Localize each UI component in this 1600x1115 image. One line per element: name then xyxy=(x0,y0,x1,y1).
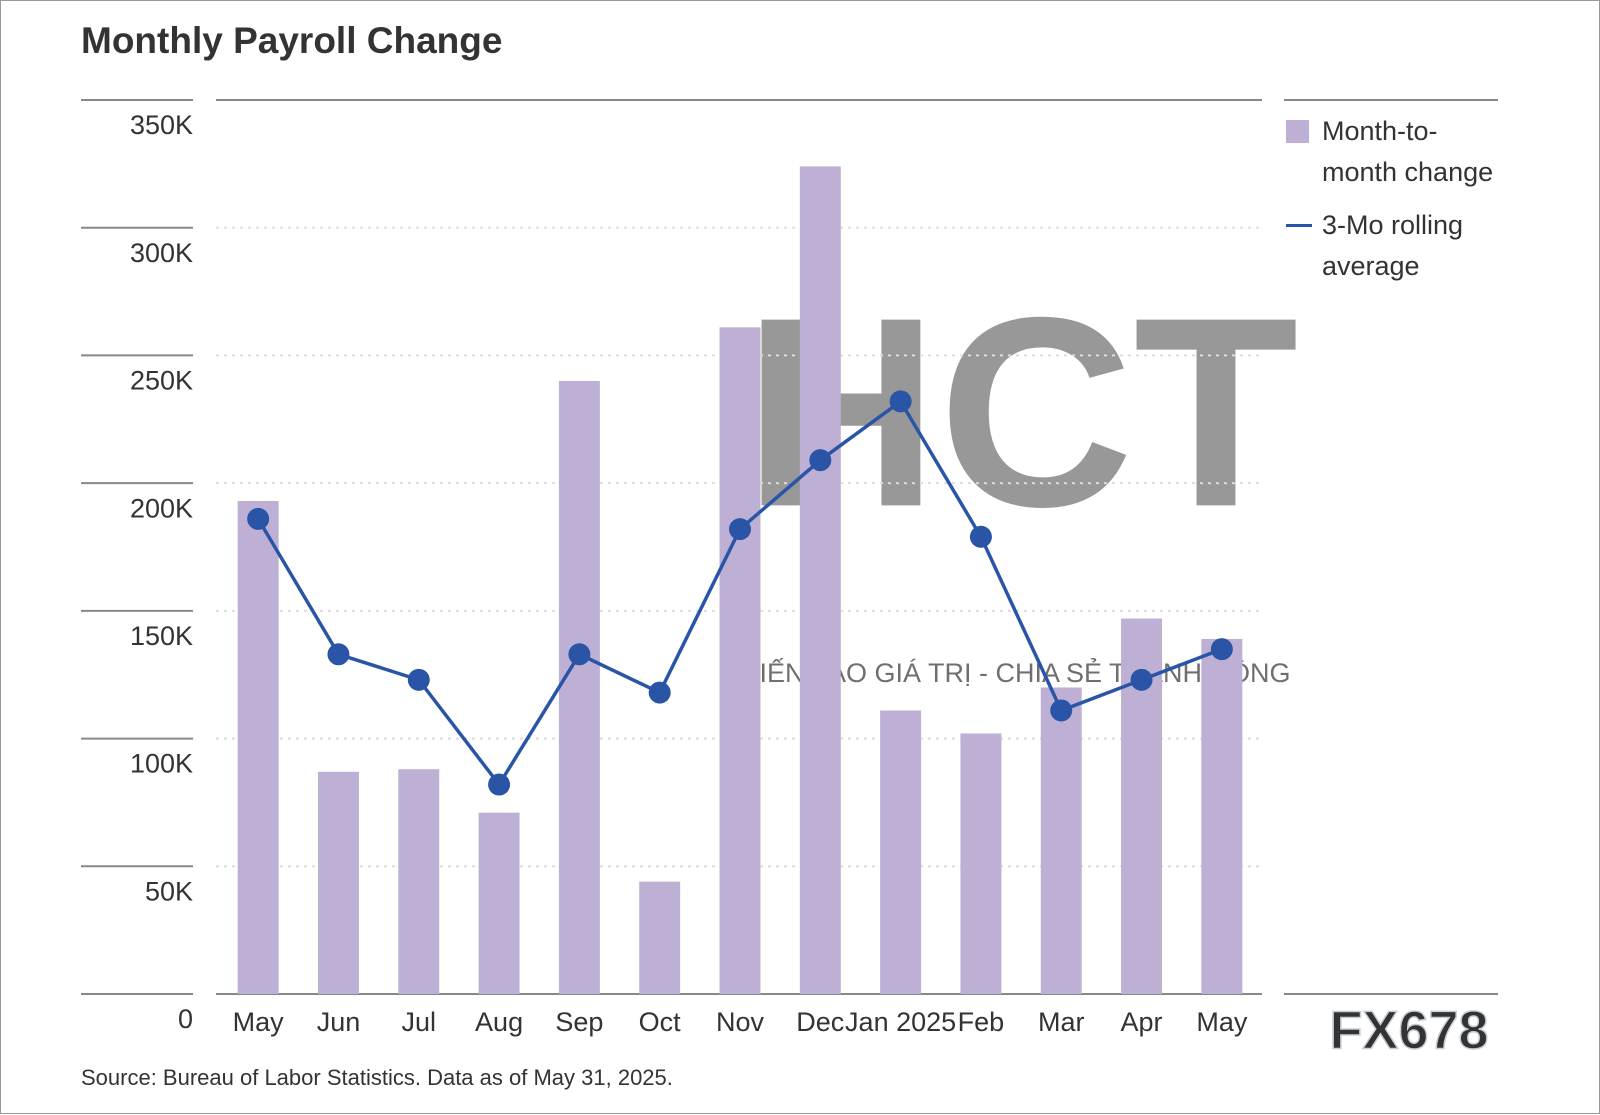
bar xyxy=(398,769,440,994)
line-point xyxy=(809,449,832,472)
y-tick-label: 0 xyxy=(178,1004,193,1034)
bar xyxy=(639,881,681,994)
x-tick-label: May xyxy=(1196,1007,1248,1037)
line-point xyxy=(969,525,992,548)
legend-label: Month-to-month change xyxy=(1322,116,1494,187)
bar xyxy=(960,733,1002,994)
line-point xyxy=(1210,638,1233,661)
bar xyxy=(799,166,841,994)
bar xyxy=(237,501,279,994)
y-tick-label: 200K xyxy=(130,493,193,523)
x-tick-label: Nov xyxy=(716,1007,765,1037)
x-tick-label: May xyxy=(233,1007,285,1037)
bar xyxy=(719,327,761,994)
x-tick-label: Jul xyxy=(402,1007,437,1037)
bar xyxy=(1040,687,1082,994)
y-tick-label: 300K xyxy=(130,238,193,268)
line-point xyxy=(889,390,912,413)
x-tick-label: Dec xyxy=(796,1007,844,1037)
bar xyxy=(317,771,359,994)
source-note: Source: Bureau of Labor Statistics. Data… xyxy=(81,1065,673,1090)
y-tick-label: 100K xyxy=(130,749,193,779)
line-point xyxy=(1050,699,1073,722)
bar xyxy=(1201,638,1243,994)
line-point xyxy=(327,643,350,666)
x-tick-label: Jan 2025 xyxy=(845,1007,956,1037)
bar xyxy=(880,710,922,994)
legend-swatch xyxy=(1286,224,1312,227)
line-point xyxy=(247,507,270,530)
x-tick-label: Jun xyxy=(317,1007,361,1037)
x-tick-label: Apr xyxy=(1121,1007,1163,1037)
line-point xyxy=(1130,668,1153,691)
legend-swatch xyxy=(1286,120,1309,143)
legend-item: 3-Mo rolling average xyxy=(1286,205,1506,287)
legend-label: 3-Mo rolling average xyxy=(1322,210,1464,281)
x-tick-label: Mar xyxy=(1038,1007,1085,1037)
y-tick-label: 50K xyxy=(145,876,193,906)
bar xyxy=(478,812,520,994)
x-tick-label: Feb xyxy=(958,1007,1005,1037)
bar xyxy=(558,380,600,994)
y-tick-label: 250K xyxy=(130,366,193,396)
x-tick-label: Sep xyxy=(555,1007,603,1037)
y-tick-label: 150K xyxy=(130,621,193,651)
line-point xyxy=(407,668,430,691)
watermark-fx678: FX678 xyxy=(1329,1000,1488,1060)
x-tick-label: Aug xyxy=(475,1007,523,1037)
line-point xyxy=(488,773,511,796)
x-tick-label: Oct xyxy=(639,1007,682,1037)
legend-item: Month-to-month change xyxy=(1286,111,1506,193)
y-tick-label: 350K xyxy=(130,110,193,140)
chart-title: Monthly Payroll Change xyxy=(81,20,502,61)
line-point xyxy=(729,518,751,541)
line-point xyxy=(648,681,671,704)
line-point xyxy=(568,643,591,666)
